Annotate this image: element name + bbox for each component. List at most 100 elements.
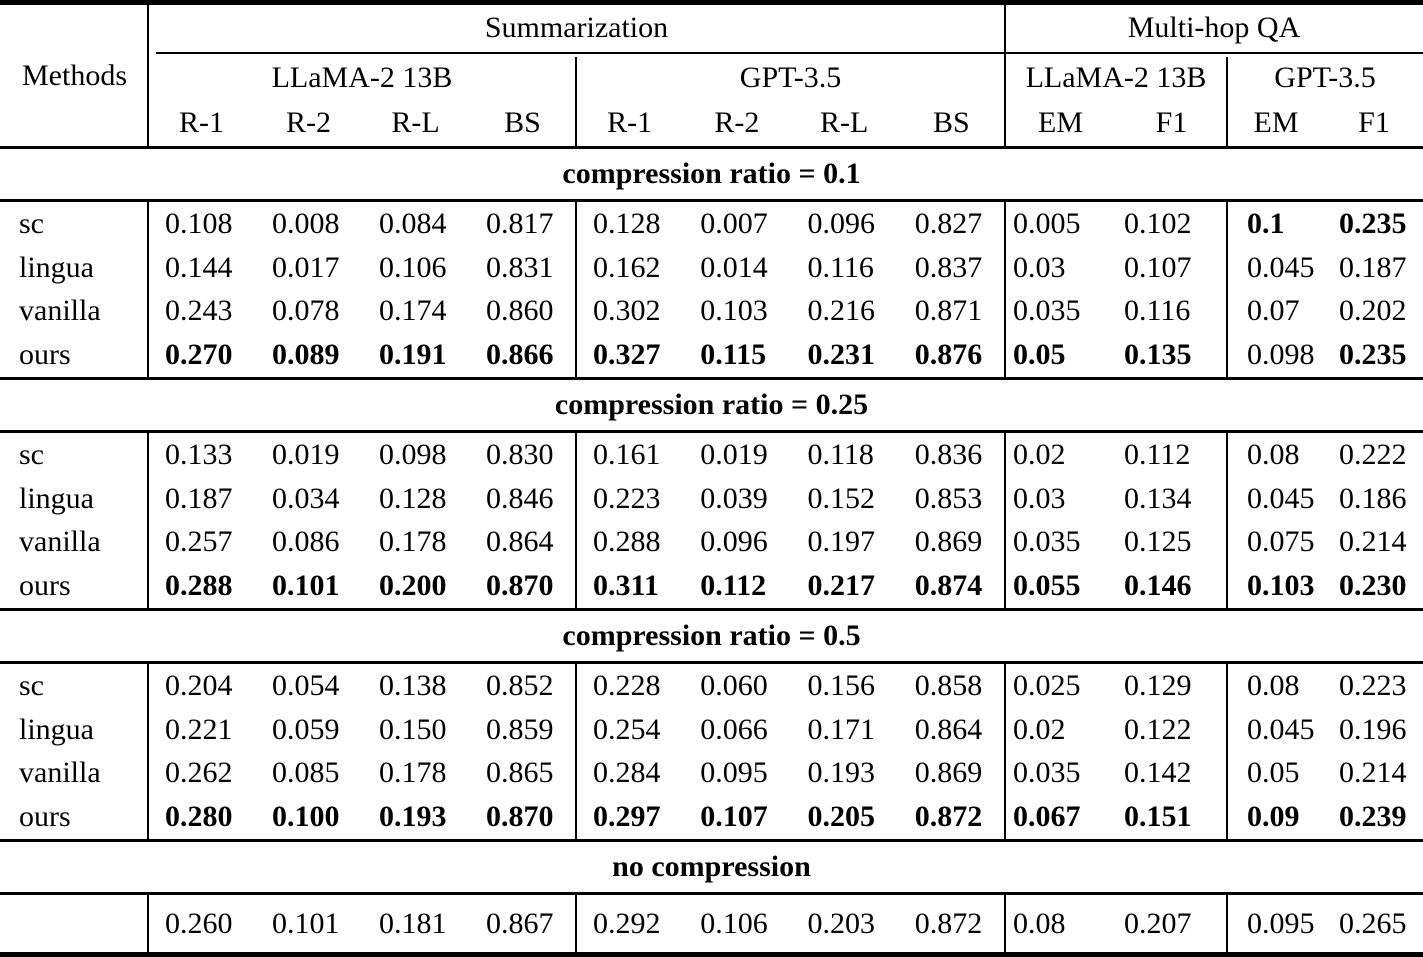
- method-cell: lingua: [19, 712, 94, 746]
- value-cell: 0.191: [379, 338, 447, 372]
- value-cell: 0.327: [593, 338, 661, 372]
- value-cell: 0.142: [1124, 756, 1192, 790]
- value-cell: 0.05: [1247, 756, 1300, 790]
- value-cell: 0.085: [272, 756, 340, 790]
- section-title: no compression: [0, 842, 1423, 895]
- value-cell: 0.096: [807, 206, 876, 240]
- metric-header: R-1: [179, 106, 224, 139]
- value-cell: 0.019: [700, 437, 768, 471]
- value-cell: 0.034: [272, 481, 340, 515]
- value-cell: 0.235: [1339, 206, 1407, 240]
- value-cell: 0.216: [807, 294, 876, 328]
- value-cell: 0.045: [1247, 712, 1315, 746]
- metric-header: BS: [504, 106, 541, 139]
- section-data-block: sc 0.204 0.054 0.138 0.852 0.228 0.060 0.156 0.8…: [0, 664, 1423, 842]
- method-cell: sc: [19, 206, 44, 240]
- vertical-rule: [1226, 664, 1228, 839]
- value-cell: 0.207: [1124, 906, 1192, 940]
- value-cell: 0.125: [1124, 525, 1192, 559]
- value-cell: 0.870: [486, 800, 554, 834]
- value-cell: 0.860: [486, 294, 554, 328]
- metric-header: EM: [1253, 106, 1299, 139]
- value-cell: 0.178: [379, 525, 447, 559]
- value-cell: 0.07: [1247, 294, 1300, 328]
- value-cell: 0.116: [1124, 294, 1191, 328]
- value-cell: 0.106: [700, 906, 768, 940]
- value-cell: 0.858: [914, 668, 983, 702]
- value-cell: 0.129: [1124, 668, 1192, 702]
- vertical-rule: [147, 202, 149, 377]
- value-cell: 0.235: [1339, 338, 1407, 372]
- value-cell: 0.846: [486, 481, 554, 515]
- vertical-rule: [1004, 664, 1006, 839]
- vertical-rule: [575, 57, 577, 146]
- section-title: compression ratio = 0.25: [0, 380, 1423, 433]
- value-cell: 0.203: [807, 906, 876, 940]
- value-cell: 0.08: [1247, 437, 1300, 471]
- value-cell: 0.152: [807, 481, 876, 515]
- method-cell: sc: [19, 437, 44, 471]
- value-cell: 0.144: [165, 250, 233, 284]
- data-row: ours 0.288 0.101 0.200 0.870 0.311 0.112 0.217 0…: [0, 564, 1423, 608]
- value-cell: 0.09: [1247, 800, 1300, 834]
- header-grid: Methods Summarization Multi-hop QA LLaMA…: [0, 5, 1423, 146]
- model-group-qa-gpt: GPT-3.5: [1274, 60, 1376, 94]
- data-row: lingua 0.187 0.034 0.128 0.846 0.223 0.039 0.15…: [0, 477, 1423, 521]
- vertical-rule: [1004, 5, 1006, 146]
- value-cell: 0.084: [379, 206, 447, 240]
- value-cell: 0.115: [700, 338, 767, 372]
- value-cell: 0.102: [1124, 206, 1192, 240]
- value-cell: 0.017: [272, 250, 340, 284]
- metric-header: R-2: [714, 106, 760, 139]
- value-cell: 0.872: [914, 800, 983, 834]
- value-cell: 0.827: [914, 206, 983, 240]
- value-cell: 0.181: [379, 906, 447, 940]
- value-cell: 0.222: [1339, 437, 1407, 471]
- method-cell: lingua: [19, 250, 94, 284]
- value-cell: 0.035: [1013, 525, 1081, 559]
- model-group-summ-llama: LLaMA-2 13B: [271, 60, 453, 94]
- value-cell: 0.112: [1124, 437, 1191, 471]
- value-cell: 0.859: [486, 712, 554, 746]
- value-cell: 0.187: [165, 481, 233, 515]
- value-cell: 0.007: [700, 206, 768, 240]
- value-cell: 0.135: [1124, 338, 1192, 372]
- value-cell: 0.107: [1124, 250, 1192, 284]
- value-cell: 0.067: [1013, 800, 1081, 834]
- value-cell: 0.202: [1339, 294, 1407, 328]
- vertical-rule: [575, 433, 577, 608]
- metric-header: R-1: [607, 106, 653, 139]
- vertical-rule: [1226, 57, 1228, 146]
- value-cell: 0.297: [593, 800, 661, 834]
- value-cell: 0.204: [165, 668, 233, 702]
- value-cell: 0.03: [1013, 481, 1066, 515]
- value-cell: 0.095: [700, 756, 768, 790]
- metric-header: R-L: [391, 106, 440, 139]
- value-cell: 0.078: [272, 294, 340, 328]
- section-data-block: sc 0.108 0.008 0.084 0.817 0.128 0.007 0.096 0.8…: [0, 202, 1423, 380]
- value-cell: 0.05: [1013, 338, 1066, 372]
- table-header: Methods Summarization Multi-hop QA LLaMA…: [0, 0, 1423, 149]
- value-cell: 0.876: [914, 338, 983, 372]
- value-cell: 0.223: [593, 481, 661, 515]
- method-cell: ours: [19, 338, 71, 372]
- metric-header: F1: [1155, 106, 1188, 139]
- data-row: sc 0.133 0.019 0.098 0.830 0.161 0.019 0.118 0.8…: [0, 433, 1423, 477]
- value-cell: 0.836: [914, 437, 983, 471]
- method-cell: lingua: [19, 481, 94, 515]
- value-cell: 0.03: [1013, 250, 1066, 284]
- value-cell: 0.162: [593, 250, 661, 284]
- value-cell: 0.872: [914, 906, 983, 940]
- value-cell: 0.08: [1013, 906, 1066, 940]
- value-cell: 0.865: [486, 756, 554, 790]
- value-cell: 0.265: [1339, 906, 1407, 940]
- method-cell: vanilla: [19, 294, 101, 328]
- value-cell: 0.089: [272, 338, 340, 372]
- metric-header: F1: [1358, 106, 1390, 139]
- value-cell: 0.270: [165, 338, 233, 372]
- value-cell: 0.035: [1013, 294, 1081, 328]
- value-cell: 0.103: [700, 294, 768, 328]
- value-cell: 0.096: [700, 525, 768, 559]
- metric-header: EM: [1038, 106, 1083, 139]
- methods-header: Methods: [22, 58, 127, 92]
